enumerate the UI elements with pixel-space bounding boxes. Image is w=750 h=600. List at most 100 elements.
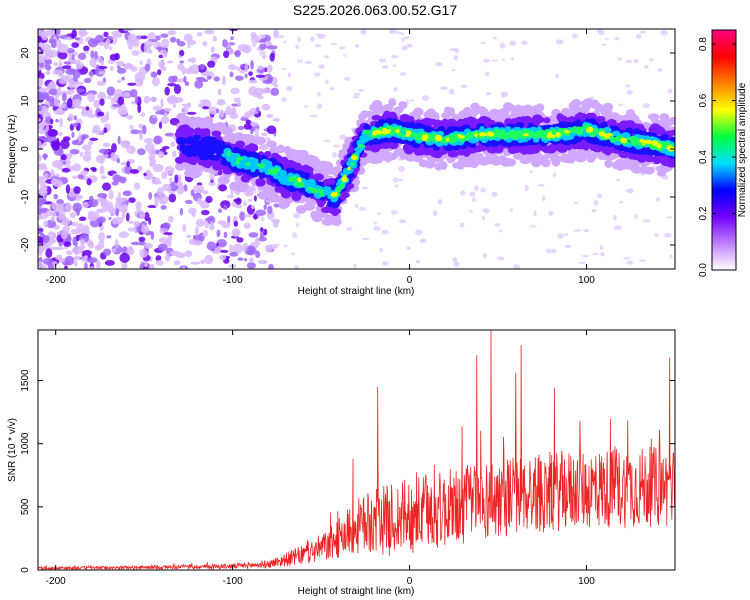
ridge-blob bbox=[369, 103, 378, 112]
noise-blob bbox=[42, 258, 54, 265]
noise-blob bbox=[72, 70, 81, 79]
ridge-blob bbox=[603, 135, 611, 139]
noise-blob bbox=[666, 216, 673, 219]
noise-blob bbox=[379, 247, 383, 253]
noise-blob bbox=[250, 59, 254, 70]
noise-blob bbox=[184, 250, 193, 258]
noise-blob bbox=[229, 111, 235, 116]
noise-blob bbox=[353, 263, 357, 268]
ridge-blob bbox=[575, 126, 582, 133]
ridge-blob bbox=[405, 130, 412, 136]
noise-blob bbox=[68, 79, 75, 90]
ridge-blob bbox=[523, 133, 529, 137]
ridge-blob bbox=[347, 166, 351, 171]
noise-blob bbox=[144, 63, 151, 72]
noise-blob bbox=[187, 42, 191, 49]
noise-blob bbox=[123, 140, 131, 147]
noise-blob bbox=[596, 29, 604, 33]
noise-blob bbox=[323, 139, 331, 143]
ridge-blob bbox=[460, 135, 465, 139]
noise-blob bbox=[143, 172, 147, 176]
spectrogram-y-tick-label: 10 bbox=[20, 95, 31, 107]
noise-blob bbox=[149, 263, 155, 269]
noise-blob bbox=[259, 227, 264, 233]
noise-blob bbox=[253, 213, 258, 220]
noise-blob bbox=[44, 173, 49, 179]
ridge-blob bbox=[199, 140, 207, 147]
noise-blob bbox=[82, 153, 92, 162]
noise-blob bbox=[164, 253, 171, 262]
noise-blob bbox=[74, 37, 80, 41]
ridge-blob bbox=[248, 143, 259, 153]
ridge-blob bbox=[295, 205, 307, 214]
noise-blob bbox=[237, 125, 245, 131]
noise-blob bbox=[204, 254, 213, 265]
snr-background bbox=[38, 330, 675, 570]
noise-blob bbox=[200, 78, 209, 83]
ridge-blob bbox=[478, 115, 490, 124]
noise-blob bbox=[158, 121, 163, 129]
ridge-blob bbox=[187, 148, 198, 155]
noise-blob bbox=[358, 206, 366, 212]
ridge-blob bbox=[298, 187, 305, 194]
noise-blob bbox=[250, 204, 255, 210]
noise-blob bbox=[453, 55, 459, 61]
noise-blob bbox=[158, 54, 163, 59]
noise-blob bbox=[390, 210, 398, 215]
ridge-blob bbox=[371, 114, 382, 121]
ridge-blob bbox=[620, 137, 628, 144]
noise-blob bbox=[152, 163, 164, 173]
ridge-blob bbox=[322, 179, 333, 187]
noise-blob bbox=[60, 154, 67, 161]
noise-blob bbox=[164, 132, 175, 137]
ridge-blob bbox=[184, 116, 194, 125]
ridge-blob bbox=[211, 130, 222, 137]
ridge-blob bbox=[433, 150, 443, 159]
noise-blob bbox=[80, 170, 89, 176]
noise-blob bbox=[86, 178, 92, 186]
noise-blob bbox=[58, 51, 68, 60]
noise-blob bbox=[90, 50, 95, 59]
noise-blob bbox=[100, 115, 108, 123]
noise-blob bbox=[75, 196, 80, 202]
noise-blob bbox=[220, 200, 231, 209]
ridge-blob bbox=[639, 148, 647, 155]
noise-blob bbox=[437, 199, 443, 205]
noise-blob bbox=[325, 79, 329, 84]
spectrogram-x-axis-label: Height of straight line (km) bbox=[298, 286, 415, 297]
noise-blob bbox=[38, 176, 47, 187]
noise-blob bbox=[95, 154, 106, 164]
noise-blob bbox=[541, 195, 546, 202]
noise-blob bbox=[157, 243, 168, 252]
noise-blob bbox=[55, 254, 62, 261]
ridge-blob bbox=[351, 155, 358, 161]
noise-blob bbox=[501, 58, 506, 61]
noise-blob bbox=[246, 262, 256, 269]
noise-blob bbox=[71, 131, 75, 138]
noise-blob bbox=[164, 86, 170, 96]
noise-blob bbox=[38, 87, 48, 93]
noise-blob bbox=[393, 86, 398, 92]
noise-blob bbox=[142, 124, 147, 135]
ridge-blob bbox=[317, 160, 328, 170]
noise-blob bbox=[127, 227, 137, 232]
noise-blob bbox=[333, 144, 340, 148]
ridge-blob bbox=[441, 118, 449, 127]
noise-blob bbox=[148, 148, 156, 155]
noise-blob bbox=[98, 239, 105, 250]
noise-blob bbox=[128, 197, 136, 203]
spectrogram-x-tick-label: 100 bbox=[578, 275, 595, 286]
ridge-blob bbox=[477, 144, 488, 152]
noise-blob bbox=[42, 235, 50, 243]
noise-blob bbox=[161, 183, 172, 192]
noise-blob bbox=[613, 214, 617, 221]
noise-blob bbox=[144, 260, 148, 268]
noise-blob bbox=[228, 29, 239, 32]
noise-blob bbox=[38, 201, 43, 207]
noise-blob bbox=[227, 64, 237, 71]
noise-blob bbox=[177, 40, 186, 47]
noise-blob bbox=[154, 197, 159, 208]
noise-blob bbox=[133, 182, 141, 190]
noise-blob bbox=[669, 254, 673, 259]
ridge-blob bbox=[388, 130, 397, 136]
